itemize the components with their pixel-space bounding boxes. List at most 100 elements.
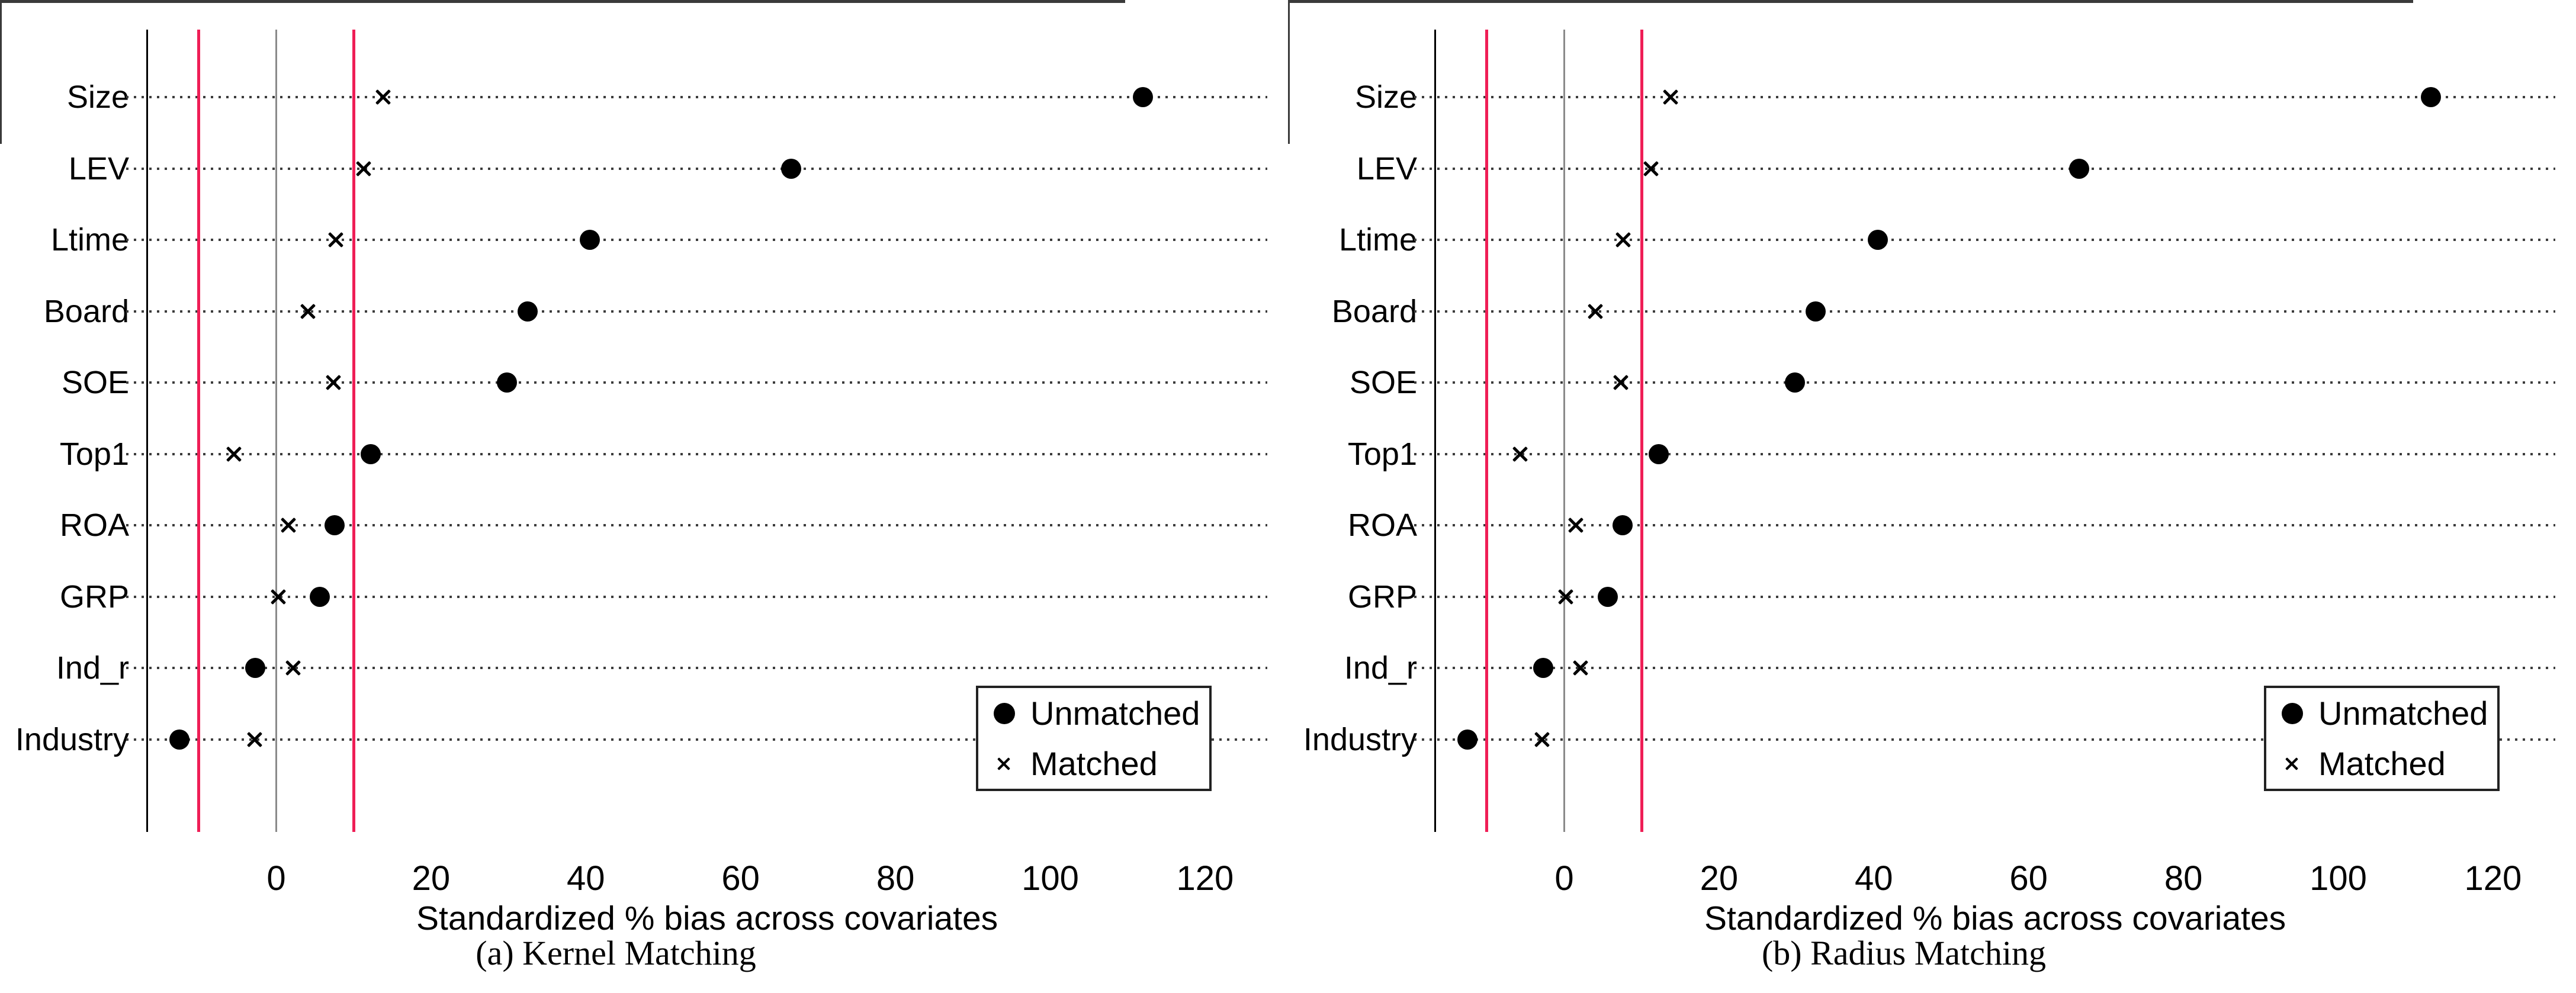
ref-line-minus10 — [197, 30, 201, 832]
legend-matched-x-glyph — [997, 757, 1010, 770]
unmatched-point — [360, 444, 381, 464]
row-gridline — [126, 310, 1267, 313]
matched-point — [1568, 517, 1584, 534]
x-tick — [1288, 124, 1290, 144]
x-tick-label: 100 — [2310, 859, 2367, 898]
unmatched-point — [1133, 87, 1154, 107]
x-tick — [1288, 83, 1290, 104]
unmatched-point — [1533, 658, 1554, 678]
y-axis-label: Ind_r — [1344, 650, 1417, 686]
matched-point — [226, 446, 242, 462]
row-gridline — [126, 239, 1267, 241]
row-gridline — [126, 452, 1267, 455]
row-gridline — [126, 738, 1267, 741]
y-axis-label: Ltime — [50, 222, 129, 258]
x-tick — [0, 63, 2, 83]
row-gridline — [1414, 452, 2555, 455]
row-gridline — [1414, 667, 2555, 669]
y-axis-label: GRP — [1347, 579, 1417, 615]
matched-point — [285, 660, 301, 676]
x-tick-label: 60 — [721, 859, 760, 898]
legend-unmatched-circle-icon — [994, 702, 1015, 724]
legend-row-matched: Matched — [2266, 738, 2497, 789]
unmatched-point — [579, 230, 600, 250]
row-gridline — [1414, 524, 2555, 526]
y-axis-label: Top1 — [1347, 436, 1417, 472]
legend-matched-x-glyph — [2285, 757, 2298, 770]
row-gridline — [1414, 239, 2555, 241]
legend-label-unmatched: Unmatched — [1030, 695, 1200, 732]
x-tick — [1288, 23, 1290, 43]
y-axis-label: Board — [43, 293, 129, 329]
unmatched-point — [518, 301, 538, 322]
unmatched-point — [1648, 444, 1669, 464]
unmatched-point — [245, 658, 266, 678]
y-axis-label: Ind_r — [56, 650, 129, 686]
matched-point — [1662, 89, 1678, 105]
x-tick-label: 120 — [1176, 859, 1234, 898]
matched-point — [281, 517, 297, 534]
matched-point — [1572, 660, 1589, 676]
matched-point — [271, 589, 287, 605]
x-tick — [1288, 63, 1290, 83]
legend-label-matched: Matched — [2318, 745, 2446, 782]
row-gridline — [1414, 310, 2555, 313]
y-axis-label: Size — [66, 79, 129, 115]
matched-point — [1615, 232, 1631, 248]
unmatched-point — [1457, 729, 1478, 750]
matched-point — [1613, 374, 1629, 391]
unmatched-point — [1867, 230, 1888, 250]
unmatched-point — [1597, 586, 1618, 607]
panel-radius-matching: Size LEV Ltime Board SOE Top1 ROA GRP Ind_r Indus… — [1288, 0, 2576, 993]
x-tick-label: 60 — [2009, 859, 2048, 898]
x-tick — [0, 83, 2, 104]
matched-point — [1558, 589, 1574, 605]
zero-line — [1563, 30, 1565, 832]
matched-point — [1534, 731, 1550, 747]
legend-label-matched: Matched — [1030, 745, 1158, 782]
x-tick-label: 20 — [412, 859, 451, 898]
x-tick-label: 40 — [567, 859, 605, 898]
unmatched-point — [2068, 158, 2089, 179]
matched-point — [328, 232, 344, 248]
panel-kernel-matching: Size LEV Ltime Board SOE Top1 ROA GRP Ind_r Indus… — [0, 0, 1267, 972]
row-gridline — [126, 524, 1267, 526]
legend-label-unmatched: Unmatched — [2318, 695, 2488, 732]
ref-line-plus10 — [352, 30, 355, 832]
unmatched-point — [1784, 372, 1805, 393]
matched-point — [356, 160, 372, 176]
x-tick-label: 80 — [876, 859, 915, 898]
x-tick-label: 80 — [2164, 859, 2203, 898]
row-gridline — [126, 667, 1267, 669]
y-axis-label: LEV — [1356, 150, 1417, 187]
matched-point — [1587, 303, 1603, 319]
x-tick-label: 20 — [1700, 859, 1739, 898]
x-tick-label: 120 — [2464, 859, 2522, 898]
y-axis-label: Top1 — [59, 436, 129, 472]
row-gridline — [1414, 167, 2555, 170]
x-tick — [1288, 3, 1290, 23]
x-axis-line — [0, 0, 1125, 3]
row-gridline — [1414, 595, 2555, 598]
x-tick — [0, 43, 2, 63]
y-axis-label: Industry — [15, 721, 129, 757]
row-gridline — [126, 381, 1267, 384]
x-tick — [0, 23, 2, 43]
y-axis-label: GRP — [59, 579, 129, 615]
x-tick-label: 40 — [1855, 859, 1893, 898]
unmatched-point — [496, 372, 517, 393]
legend-matched-x-icon — [994, 754, 1015, 773]
legend-row-unmatched: Unmatched — [2266, 688, 2497, 738]
legend: Unmatched Matched — [976, 686, 1212, 791]
y-axis-label: SOE — [61, 365, 129, 400]
y-axis-label: SOE — [1349, 365, 1417, 400]
panel-caption: (a) Kernel Matching — [476, 934, 756, 972]
matched-point — [326, 374, 342, 391]
matched-point — [375, 89, 391, 105]
row-gridline — [1414, 738, 2555, 741]
y-axis-label: Board — [1331, 293, 1417, 329]
unmatched-point — [780, 158, 801, 179]
x-tick — [1288, 104, 1290, 124]
row-gridline — [1414, 96, 2555, 98]
